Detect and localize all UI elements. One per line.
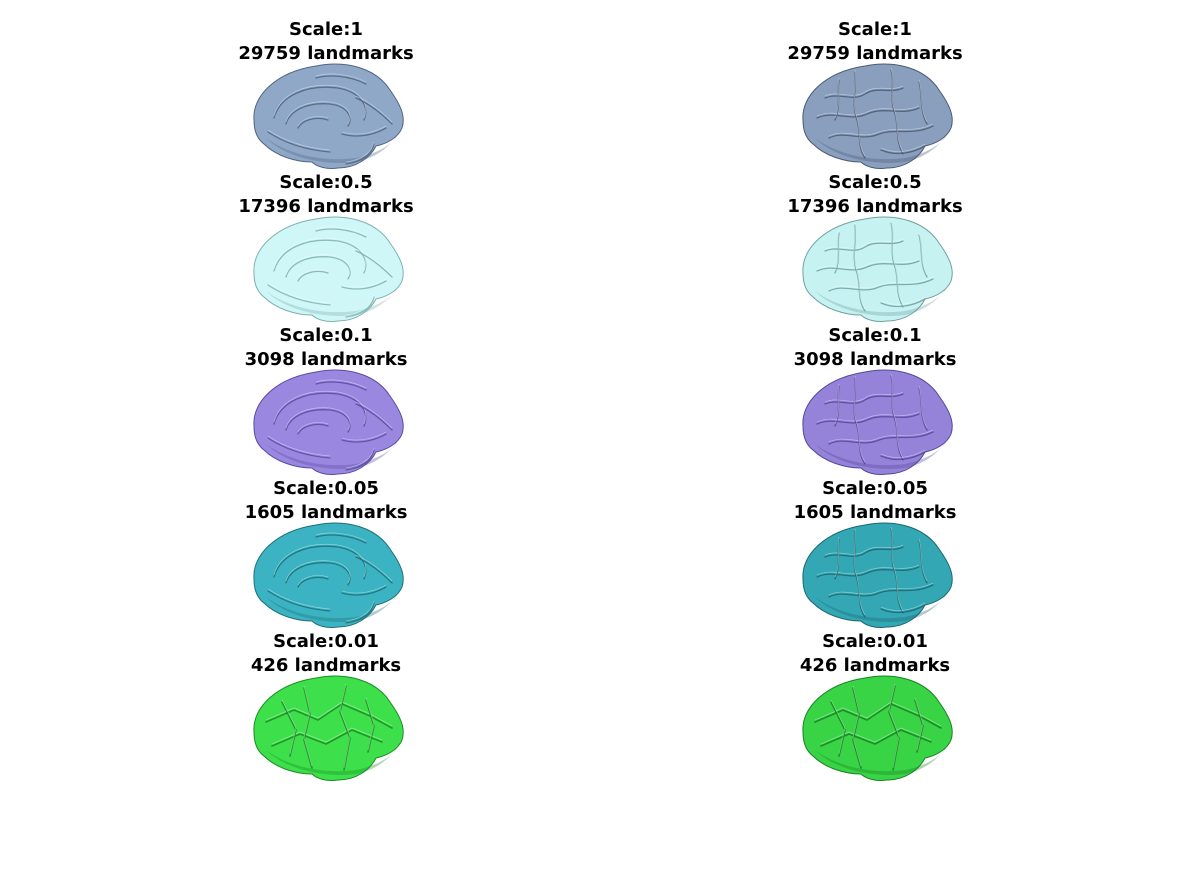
brain-panel-scale-0.1-medial: Scale:0.1 3098 landmarks <box>206 324 446 475</box>
brain-panel-scale-0.05-lateral: Scale:0.05 1605 landmarks <box>755 477 995 628</box>
scale-title: Scale:0.1 <box>279 325 373 346</box>
brain-panel-scale-1-medial: Scale:1 29759 landmarks <box>206 18 446 169</box>
brain-surface-image <box>253 369 404 475</box>
brain-surface-image <box>253 675 404 781</box>
landmarks-count: 29759 landmarks <box>787 43 963 64</box>
landmarks-count: 426 landmarks <box>799 655 951 676</box>
scale-title: Scale:1 <box>838 19 912 40</box>
brain-surface-image <box>802 216 953 322</box>
brain-panel-scale-1-lateral: Scale:1 29759 landmarks <box>755 18 995 169</box>
scale-title: Scale:1 <box>289 19 363 40</box>
brain-surface-image <box>253 216 404 322</box>
brain-surface-image <box>802 522 953 628</box>
brain-surface-image <box>802 675 953 781</box>
brain-panel-scale-0.05-medial: Scale:0.05 1605 landmarks <box>206 477 446 628</box>
landmarks-count: 1605 landmarks <box>793 502 957 523</box>
brain-panel-scale-0.01-medial: Scale:0.01 426 landmarks <box>206 630 446 781</box>
brain-surface-image <box>253 522 404 628</box>
landmarks-count: 3098 landmarks <box>793 349 957 370</box>
landmarks-count: 1605 landmarks <box>244 502 408 523</box>
scale-title: Scale:0.5 <box>279 172 373 193</box>
landmarks-count: 3098 landmarks <box>244 349 408 370</box>
landmarks-count: 17396 landmarks <box>238 196 414 217</box>
scale-title: Scale:0.01 <box>822 631 928 652</box>
brain-panel-scale-0.1-lateral: Scale:0.1 3098 landmarks <box>755 324 995 475</box>
brain-panel-scale-0.5-medial: Scale:0.5 17396 landmarks <box>206 171 446 322</box>
brain-surface-image <box>253 63 404 169</box>
scale-title: Scale:0.1 <box>828 325 922 346</box>
brain-surface-image <box>802 63 953 169</box>
brain-panel-scale-0.5-lateral: Scale:0.5 17396 landmarks <box>755 171 995 322</box>
scale-title: Scale:0.05 <box>822 478 928 499</box>
brain-panel-scale-0.01-lateral: Scale:0.01 426 landmarks <box>755 630 995 781</box>
scale-title: Scale:0.01 <box>273 631 379 652</box>
landmarks-count: 29759 landmarks <box>238 43 414 64</box>
scale-title: Scale:0.5 <box>828 172 922 193</box>
brain-surface-image <box>802 369 953 475</box>
scale-title: Scale:0.05 <box>273 478 379 499</box>
landmarks-count: 426 landmarks <box>250 655 402 676</box>
landmarks-count: 17396 landmarks <box>787 196 963 217</box>
